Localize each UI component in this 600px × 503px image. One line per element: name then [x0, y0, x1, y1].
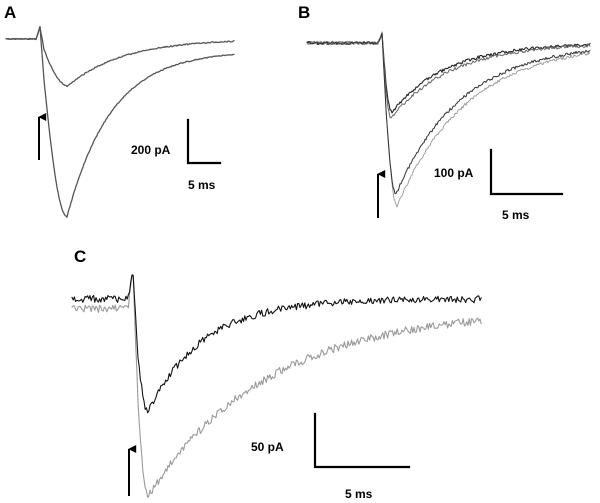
panel-b-amplitude-label: 100 pA [434, 166, 474, 180]
panel-b: B 100 pA 5 ms [298, 3, 591, 222]
panel-c-scale-bar: 50 pA 5 ms [251, 412, 411, 501]
panel-b-trace-1 [306, 32, 591, 114]
panel-a-letter: A [4, 3, 16, 22]
panel-c-scale-bar-lines [313, 412, 411, 469]
panel-a: A 200 pA 5 ms [4, 3, 235, 218]
panel-a-time-label: 5 ms [188, 178, 216, 192]
panel-a-scale-bar-lines [186, 118, 222, 165]
panel-a-scale-bar: 200 pA 5 ms [131, 118, 222, 192]
panel-b-scale-bar-lines [489, 148, 564, 196]
panel-b-trace-4 [306, 32, 591, 195]
panel-b-scale-bar: 100 pA 5 ms [434, 148, 564, 222]
panel-b-trace-2 [306, 33, 591, 119]
panel-c-amplitude-label: 50 pA [251, 440, 284, 454]
panel-c-letter: C [74, 247, 86, 266]
panel-a-trace-large [5, 25, 235, 218]
panel-c-trace-gray [71, 275, 482, 498]
panel-b-letter: B [298, 3, 310, 22]
panel-a-amplitude-label: 200 pA [131, 143, 171, 157]
panel-c: C 50 pA 5 ms [71, 247, 482, 501]
panel-a-trace-small [5, 26, 235, 88]
panel-c-time-label: 5 ms [345, 487, 373, 501]
panel-b-trace-3 [306, 31, 591, 208]
panel-b-time-label: 5 ms [502, 208, 530, 222]
panel-c-trace-black [71, 274, 482, 414]
